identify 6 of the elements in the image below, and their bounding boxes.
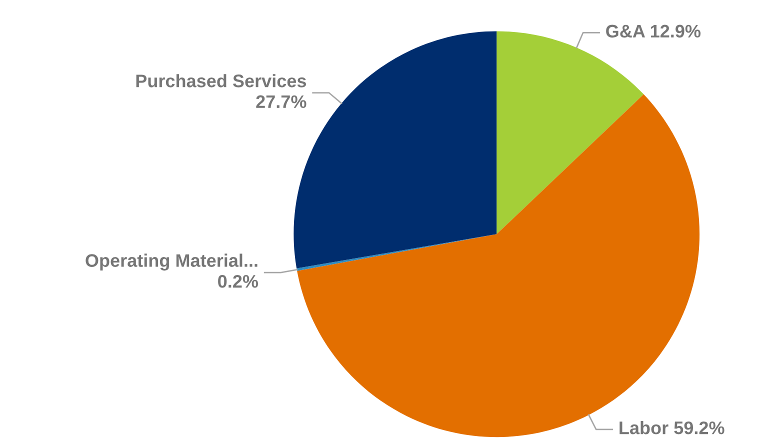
slice-label: Purchased Services xyxy=(136,74,306,88)
data-label: 27.7% xyxy=(256,95,306,108)
slice-label: G&A 12.9% xyxy=(606,24,701,38)
slice-label: Operating Material... xyxy=(86,254,258,271)
data-label: 0.2% xyxy=(218,274,258,288)
slice-label: Labor 59.2% xyxy=(620,421,724,434)
